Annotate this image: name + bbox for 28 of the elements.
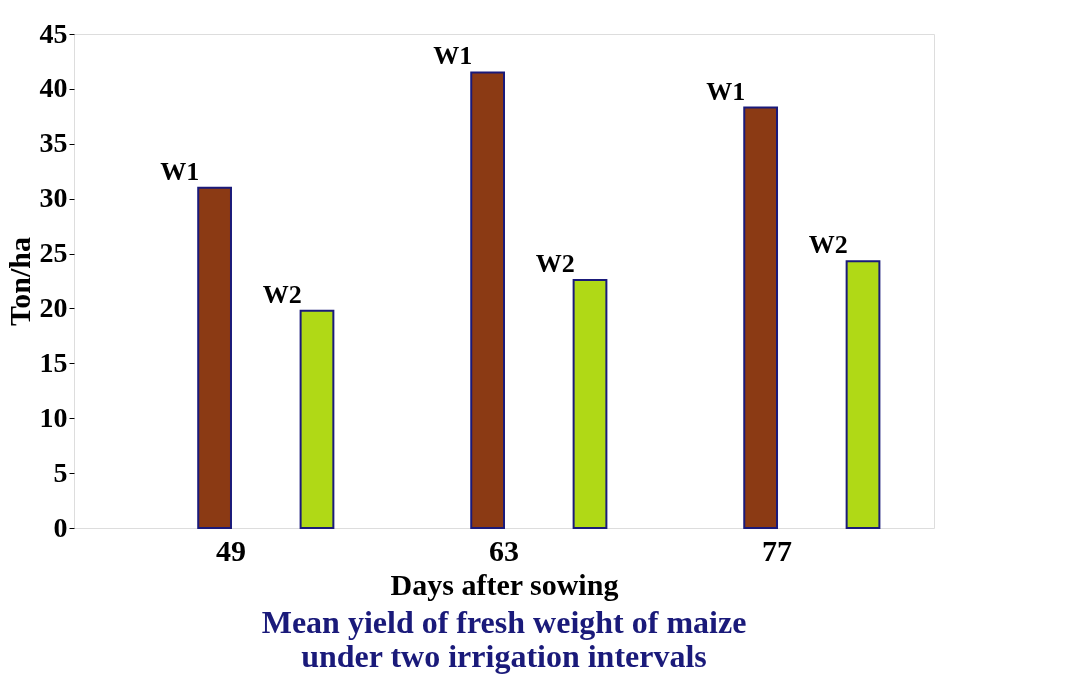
y-tick-label: 10 [39, 401, 68, 433]
y-tick-label: 15 [39, 346, 68, 378]
text: W1 [433, 41, 473, 71]
series-label: W1 [160, 156, 200, 186]
x-tick-label: 49 [215, 533, 246, 567]
x-tick-label: 77 [762, 533, 793, 567]
bar [572, 278, 608, 529]
y-axis-title: Ton/ha [2, 237, 36, 326]
y-tick-label: 30 [39, 182, 68, 214]
y-tick-label: 20 [39, 291, 68, 323]
bar [845, 260, 881, 529]
x-axis-title: Days after sowing [390, 567, 619, 601]
bar [743, 106, 779, 529]
y-tick-label: 45 [39, 17, 68, 49]
bar [299, 309, 335, 529]
text: Mean yield of fresh weight of maize under two irrigation intervals [261, 604, 747, 674]
bar [470, 71, 505, 529]
y-tick-label: 0 [53, 511, 68, 543]
x-tick-label: 63 [489, 533, 519, 567]
bar [197, 186, 232, 529]
series-label: W2 [262, 279, 302, 309]
y-tick-label: 25 [39, 237, 68, 269]
y-tick-label: 40 [39, 72, 68, 104]
y-tick-label: 5 [53, 456, 68, 488]
y-tick-label: 35 [39, 127, 68, 159]
text: W2 [808, 230, 848, 260]
text: W2 [535, 248, 575, 278]
text: W1 [706, 76, 746, 106]
